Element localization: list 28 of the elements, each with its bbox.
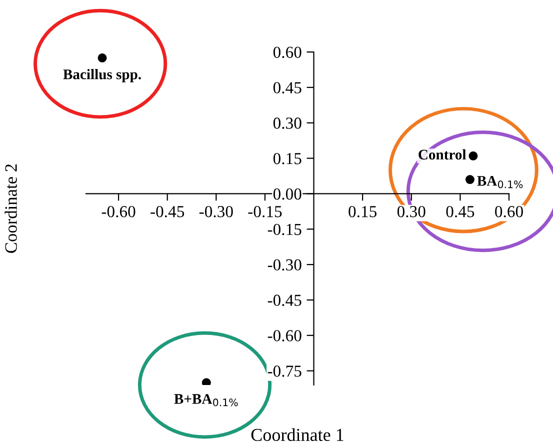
annotation: B+BA$_{0.1%}$ [174, 394, 238, 406]
point [468, 151, 478, 160]
y-tick-label: 0.60 [273, 46, 302, 58]
annotation: Bacillus spp. [63, 69, 141, 82]
y-tick-label: -0.75 [268, 366, 302, 377]
x-tick-label: -0.30 [199, 206, 233, 218]
y-tick-label: 0.00 [273, 188, 302, 200]
annotation: BA$_{0.1%}$ [477, 176, 523, 188]
y-tick-label: -0.45 [268, 294, 302, 306]
y-tick-label: -0.60 [268, 330, 302, 342]
y-tick-label: 0.15 [273, 152, 302, 164]
x-tick-label: -0.15 [248, 206, 282, 218]
y-axis-title: Coordinate 2 [4, 164, 17, 253]
x-tick-label: 0.15 [348, 206, 377, 218]
x-axis-title: Coordinate 1 [251, 428, 344, 441]
x-tick-label: 0.30 [397, 206, 426, 218]
x-tick-label: -0.45 [150, 206, 184, 218]
y-tick-label: 0.45 [273, 82, 302, 94]
x-tick-label: 0.60 [495, 206, 523, 218]
point [202, 378, 211, 385]
x-tick-label: -0.60 [102, 206, 136, 218]
y-tick-label: -0.30 [268, 259, 302, 271]
x-tick-label: 0.45 [446, 206, 474, 218]
y-tick-label: 0.30 [273, 118, 302, 129]
annotation: Control [418, 149, 466, 160]
point [98, 53, 107, 62]
y-tick-label: -0.15 [268, 224, 302, 236]
point [465, 175, 474, 184]
